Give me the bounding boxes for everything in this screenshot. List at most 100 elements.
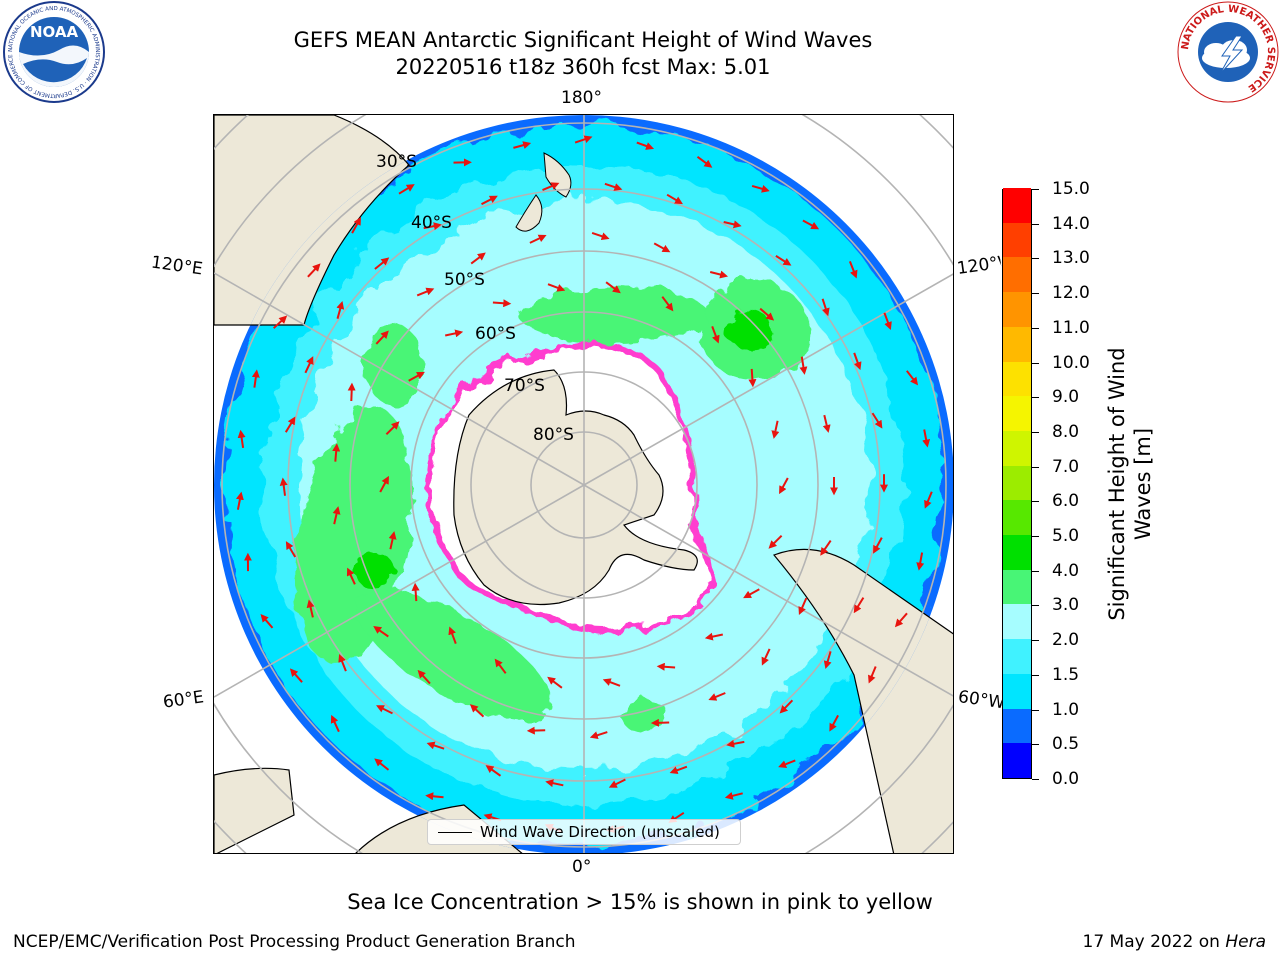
red-arrow-icon [574, 135, 593, 144]
colorbar-segment [1003, 673, 1031, 709]
colorbar-segment [1003, 569, 1031, 605]
red-arrow-icon [547, 676, 563, 689]
colorbar-tick [1032, 674, 1039, 676]
colorbar-tick-label: 13.0 [1052, 248, 1090, 269]
colorbar-tick-label: 15.0 [1052, 179, 1090, 199]
red-arrow-icon [768, 534, 783, 549]
red-arrow-icon [336, 300, 345, 319]
red-arrow-icon [285, 541, 297, 558]
red-arrow-icon [653, 242, 671, 253]
colorbar-tick [1032, 293, 1039, 295]
graticule [214, 115, 953, 853]
colorbar-segment [1003, 742, 1031, 778]
red-arrow-icon [605, 281, 621, 294]
red-arrow-icon [529, 234, 547, 244]
red-arrow-icon [526, 726, 546, 735]
red-arrow-icon [602, 678, 621, 687]
legend-line-icon [438, 832, 472, 833]
red-arrow-icon [492, 299, 512, 308]
colorbar-tick [1032, 397, 1039, 399]
red-arrow-icon [711, 326, 720, 344]
lon-label-0: 0° [572, 857, 592, 877]
red-arrow-icon [759, 307, 775, 321]
colorbar-tick [1032, 327, 1039, 329]
lon-label-120e: 120°E [149, 252, 204, 280]
colorbar-segment [1003, 395, 1031, 431]
colorbar-tick-label: 2.0 [1052, 630, 1080, 651]
chart-subtitle: 20220516 t18z 360h fcst Max: 5.01 [395, 55, 771, 79]
sea-ice-note: Sea Ice Concentration > 15% is shown in … [347, 890, 933, 914]
footer-date: 17 May 2022 on Hera [1083, 932, 1267, 952]
colorbar-tick [1032, 223, 1039, 225]
colorbar-title-line1: Significant Height of Wind [1105, 347, 1129, 621]
colorbar-segment [1003, 361, 1031, 397]
red-arrow-icon [470, 252, 486, 265]
red-arrow-icon [848, 261, 858, 279]
red-arrow-icon [416, 287, 435, 297]
red-arrow-icon [373, 626, 389, 638]
red-arrow-icon [821, 298, 830, 317]
red-arrow-icon [608, 778, 626, 788]
red-arrow-icon [347, 382, 356, 402]
colorbar-tick-label: 8.0 [1052, 421, 1080, 442]
red-arrow-icon [284, 416, 296, 433]
polar-map: 30°S 40°S 50°S 60°S 70°S 80°S Wind Wave … [213, 114, 954, 854]
red-arrow-icon [388, 531, 397, 550]
nws-logo: NATIONAL WEATHER SERVICE [1177, 1, 1279, 103]
red-arrow-icon [604, 182, 623, 191]
red-arrow-icon [481, 195, 498, 206]
colorbar [1002, 187, 1032, 779]
colorbar-tick [1032, 640, 1039, 642]
red-arrow-icon [656, 662, 676, 671]
chart-title: GEFS MEAN Antarctic Significant Height o… [293, 28, 873, 52]
red-arrow-icon [704, 632, 724, 641]
red-arrow-icon [661, 296, 674, 312]
colorbar-segment [1003, 708, 1031, 744]
polar-map-canvas [214, 115, 953, 853]
colorbar-tick-label: 3.0 [1052, 595, 1080, 616]
colorbar-tick-label: 9.0 [1052, 387, 1080, 408]
red-arrow-icon [591, 231, 610, 241]
legend-label: Wind Wave Direction (unscaled) [480, 823, 720, 841]
footer-host: Hera [1225, 932, 1266, 952]
colorbar-segment [1003, 430, 1031, 466]
red-arrow-icon [708, 692, 726, 701]
red-arrow-icon [924, 491, 933, 509]
red-arrow-icon [894, 612, 908, 628]
footer-date-text: 17 May 2022 on [1082, 932, 1226, 952]
red-arrow-icon [871, 412, 883, 429]
red-arrow-icon [799, 356, 808, 375]
colorbar-segment [1003, 222, 1031, 258]
red-arrow-icon [448, 626, 457, 644]
colorbar-tick [1032, 536, 1039, 538]
red-arrow-icon [778, 759, 796, 768]
red-arrow-icon [771, 420, 780, 439]
red-arrow-icon [237, 429, 246, 449]
lat-label-50s: 50°S [444, 270, 485, 290]
colorbar-segment [1003, 187, 1031, 223]
colorbar-tick [1032, 189, 1039, 190]
lat-label-40s: 40°S [411, 213, 452, 233]
red-arrow-icon [822, 414, 831, 433]
red-arrow-icon [417, 669, 431, 685]
red-arrow-icon [375, 330, 389, 345]
colorbar-tick [1032, 605, 1039, 607]
footer-credit: NCEP/EMC/Verification Post Processing Pr… [13, 932, 576, 952]
colorbar-segment [1003, 534, 1031, 570]
red-arrow-icon [338, 653, 347, 672]
red-arrow-icon [469, 704, 485, 718]
red-arrow-icon [883, 312, 892, 331]
colorbar-tick-label: 10.0 [1052, 352, 1090, 373]
lon-label-180: 180° [561, 88, 602, 108]
colorbar-tick-label: 11.0 [1052, 317, 1090, 338]
svg-text:NOAA: NOAA [30, 23, 79, 41]
colorbar-tick-label: 1.0 [1052, 699, 1080, 720]
red-arrow-icon [589, 731, 608, 740]
lat-label-30s: 30°S [376, 152, 417, 172]
red-arrow-icon [868, 666, 877, 684]
red-arrow-icon [542, 182, 560, 192]
red-arrow-icon [724, 791, 743, 800]
red-arrow-icon [547, 283, 566, 292]
map-legend: Wind Wave Direction (unscaled) [427, 819, 741, 845]
red-arrow-icon [696, 155, 713, 168]
